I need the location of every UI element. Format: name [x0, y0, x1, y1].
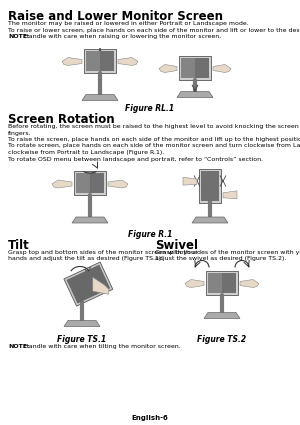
- Text: To raise the screen, place hands on each side of the monitor and lift up to the : To raise the screen, place hands on each…: [8, 137, 300, 142]
- Polygon shape: [118, 57, 138, 65]
- Polygon shape: [177, 91, 213, 97]
- Polygon shape: [206, 270, 238, 295]
- Polygon shape: [108, 180, 128, 188]
- Text: To rotate screen, place hands on each side of the monitor screen and turn clockw: To rotate screen, place hands on each si…: [8, 144, 300, 148]
- Polygon shape: [52, 180, 72, 188]
- Polygon shape: [201, 171, 219, 201]
- Text: Handle with care when tilting the monitor screen.: Handle with care when tilting the monito…: [24, 344, 181, 349]
- Text: Before rotating, the screen must be raised to the highest level to avoid knockin: Before rotating, the screen must be rais…: [8, 124, 300, 129]
- Polygon shape: [159, 65, 177, 73]
- Text: English-6: English-6: [132, 415, 168, 421]
- Polygon shape: [208, 272, 236, 292]
- Polygon shape: [86, 51, 100, 71]
- Polygon shape: [208, 272, 222, 292]
- Text: To raise or lower screen, place hands on each side of the monitor and lift or lo: To raise or lower screen, place hands on…: [8, 28, 300, 32]
- Text: Figure TS.1: Figure TS.1: [57, 335, 106, 345]
- Polygon shape: [76, 173, 90, 193]
- Polygon shape: [181, 57, 209, 77]
- Polygon shape: [62, 57, 82, 65]
- Polygon shape: [86, 51, 114, 71]
- Polygon shape: [74, 171, 106, 195]
- Text: hands and adjust the tilt as desired (Figure TS.1).: hands and adjust the tilt as desired (Fi…: [8, 256, 163, 261]
- Text: Figure R.1: Figure R.1: [128, 230, 172, 239]
- Polygon shape: [240, 280, 259, 287]
- Text: clockwise from Portrait to Landscape (Figure R.1).: clockwise from Portrait to Landscape (Fi…: [8, 150, 164, 155]
- Polygon shape: [76, 173, 104, 193]
- Polygon shape: [64, 262, 113, 306]
- Polygon shape: [72, 217, 108, 223]
- Text: Figure RL.1: Figure RL.1: [125, 104, 175, 113]
- Polygon shape: [213, 65, 231, 73]
- Text: Swivel: Swivel: [155, 238, 198, 252]
- Polygon shape: [93, 277, 109, 294]
- Text: NOTE:: NOTE:: [8, 344, 30, 349]
- Polygon shape: [192, 217, 228, 223]
- Polygon shape: [181, 57, 195, 77]
- Polygon shape: [185, 280, 204, 287]
- Text: Tilt: Tilt: [8, 238, 30, 252]
- Text: Figure TS.2: Figure TS.2: [197, 335, 247, 345]
- Polygon shape: [64, 320, 100, 326]
- Text: adjust the swivel as desired (Figure TS.2).: adjust the swivel as desired (Figure TS.…: [155, 256, 286, 261]
- Polygon shape: [82, 94, 118, 100]
- Polygon shape: [183, 177, 197, 185]
- Text: Handle with care when raising or lowering the monitor screen.: Handle with care when raising or lowerin…: [24, 34, 221, 39]
- Text: Screen Rotation: Screen Rotation: [8, 113, 115, 126]
- Text: The monitor may be raised or lowered in either Portrait or Landscape mode.: The monitor may be raised or lowered in …: [8, 21, 249, 26]
- Polygon shape: [204, 312, 240, 318]
- Text: Grasp top and bottom sides of the monitor screen with your: Grasp top and bottom sides of the monito…: [8, 249, 198, 255]
- Text: Grasp both sides of the monitor screen with your hands and: Grasp both sides of the monitor screen w…: [155, 249, 300, 255]
- Text: fingers.: fingers.: [8, 130, 32, 136]
- Polygon shape: [67, 265, 110, 303]
- Polygon shape: [84, 48, 116, 73]
- Polygon shape: [179, 56, 211, 79]
- Text: NOTE:: NOTE:: [8, 34, 30, 39]
- Text: Raise and Lower Monitor Screen: Raise and Lower Monitor Screen: [8, 10, 223, 23]
- Polygon shape: [223, 191, 237, 199]
- Polygon shape: [199, 169, 221, 203]
- Text: To rotate OSD menu between landscape and portrait, refer to “Controls” section.: To rotate OSD menu between landscape and…: [8, 156, 263, 162]
